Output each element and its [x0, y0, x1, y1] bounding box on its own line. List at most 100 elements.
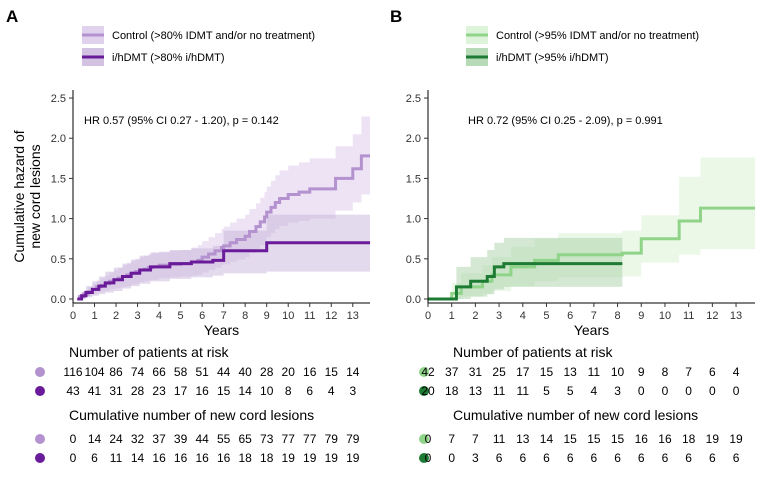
risk-table-cell: 0	[685, 384, 692, 398]
events-table-cell: 6	[662, 451, 669, 465]
events-table-cell: 79	[346, 432, 360, 446]
risk-table-cell: 17	[174, 384, 188, 398]
events-table-cell: 19	[303, 451, 317, 465]
events-table-cell: 32	[131, 432, 145, 446]
y-tick-label: 2.0	[51, 133, 66, 145]
x-axis-title: Years	[574, 322, 609, 338]
events-table-title: Cumulative number of new cord lesions	[453, 407, 698, 423]
x-tick-label: 0	[70, 310, 76, 322]
risk-table-cell: 0	[733, 384, 740, 398]
risk-table-cell: 116	[63, 365, 82, 379]
x-tick-label: 4	[156, 310, 162, 322]
x-tick-label: 3	[135, 310, 141, 322]
events-table-cell: 6	[638, 451, 645, 465]
x-tick-label: 8	[615, 310, 621, 322]
events-table-cell: 0	[425, 432, 432, 446]
risk-table-title: Number of patients at risk	[69, 344, 230, 360]
risk-table-cell: 15	[325, 365, 339, 379]
y-tick-label: 2.5	[406, 93, 421, 105]
events-table-cell: 6	[91, 451, 98, 465]
events-table-cell: 7	[472, 432, 479, 446]
series-line	[428, 262, 623, 301]
events-table-cell: 19	[706, 432, 720, 446]
events-table-cell: 14	[88, 432, 102, 446]
events-table-cell: 77	[303, 432, 317, 446]
risk-table-title: Number of patients at risk	[453, 344, 614, 360]
x-tick-label: 6	[199, 310, 205, 322]
risk-row-dot	[419, 367, 429, 377]
x-tick-label: 3	[496, 310, 502, 322]
events-table-cell: 6	[614, 451, 621, 465]
x-tick-label: 8	[242, 310, 248, 322]
events-table-cell: 18	[682, 432, 696, 446]
events-table-cell: 15	[611, 432, 625, 446]
events-table-cell: 37	[152, 432, 166, 446]
risk-table-cell: 0	[638, 384, 645, 398]
x-tick-label: 6	[567, 310, 573, 322]
events-table-cell: 16	[217, 451, 231, 465]
risk-table-cell: 8	[662, 365, 669, 379]
events-table-cell: 18	[260, 451, 274, 465]
risk-table-cell: 11	[588, 365, 601, 379]
risk-table-cell: 40	[238, 365, 252, 379]
x-tick-label: 0	[425, 310, 431, 322]
events-table-cell: 11	[110, 451, 123, 465]
ci-band	[428, 237, 623, 299]
risk-table-cell: 14	[346, 365, 360, 379]
risk-table-cell: 20	[282, 365, 296, 379]
risk-table-cell: 13	[563, 365, 577, 379]
risk-table-cell: 6	[306, 384, 313, 398]
events-table-cell: 0	[70, 432, 77, 446]
y-tick-label: 1.0	[406, 214, 421, 226]
events-table-cell: 65	[238, 432, 252, 446]
events-table-cell: 14	[540, 432, 554, 446]
events-table-cell: 6	[543, 451, 550, 465]
events-row-dot	[419, 434, 429, 444]
risk-table-cell: 3	[349, 384, 356, 398]
risk-table-cell: 18	[445, 384, 459, 398]
y-tick-label: 1.0	[51, 214, 66, 226]
risk-table-cell: 66	[152, 365, 166, 379]
events-table-cell: 44	[195, 432, 209, 446]
x-tick-label: 13	[730, 310, 742, 322]
risk-table-cell: 41	[88, 384, 102, 398]
events-table-cell: 19	[346, 451, 360, 465]
series-line	[77, 241, 370, 301]
events-table-cell: 16	[174, 451, 188, 465]
risk-table-cell: 16	[195, 384, 209, 398]
risk-table-cell: 11	[517, 384, 530, 398]
risk-table-cell: 10	[611, 365, 625, 379]
events-table-cell: 39	[174, 432, 188, 446]
events-table-cell: 15	[563, 432, 577, 446]
risk-row-dot	[35, 386, 45, 396]
x-tick-label: 4	[520, 310, 526, 322]
risk-table-cell: 13	[469, 384, 483, 398]
x-tick-label: 2	[472, 310, 478, 322]
risk-table-cell: 28	[260, 365, 274, 379]
events-table-cell: 14	[131, 451, 145, 465]
risk-table-cell: 3	[614, 384, 621, 398]
legend-label: i/hDMT (>80% i/hDMT)	[112, 52, 225, 64]
x-tick-label: 1	[449, 310, 455, 322]
hr-annotation: HR 0.57 (95% CI 0.27 - 1.20), p = 0.142	[84, 115, 279, 127]
panel-label: B	[390, 7, 402, 26]
events-table-cell: 16	[195, 451, 209, 465]
risk-table-cell: 15	[217, 384, 231, 398]
risk-table-cell: 14	[238, 384, 252, 398]
y-tick-label: 0.5	[51, 254, 66, 266]
risk-row-dot	[35, 367, 45, 377]
events-table-cell: 77	[282, 432, 296, 446]
events-table-cell: 6	[733, 451, 740, 465]
events-table-cell: 7	[448, 432, 455, 446]
risk-table-cell: 15	[540, 365, 554, 379]
risk-table-cell: 4	[328, 384, 335, 398]
risk-table-cell: 51	[195, 365, 209, 379]
x-tick-label: 11	[683, 310, 694, 322]
events-row-dot	[35, 453, 45, 463]
risk-table-cell: 44	[217, 365, 231, 379]
y-tick-label: 2.5	[51, 93, 66, 105]
events-table-cell: 19	[325, 451, 339, 465]
risk-row-dot	[419, 386, 429, 396]
events-table-cell: 13	[516, 432, 530, 446]
